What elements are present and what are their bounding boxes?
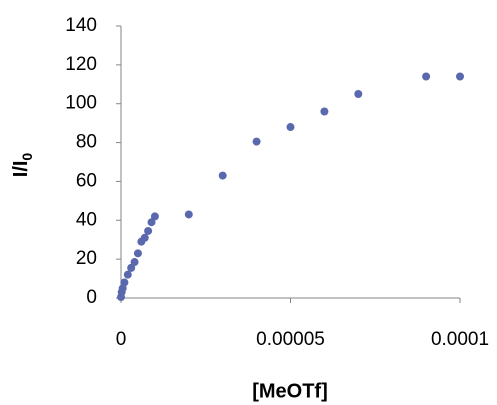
- point: [133, 249, 142, 258]
- point: [147, 218, 156, 227]
- y-axis-label: I/I0: [10, 153, 34, 178]
- point: [320, 107, 329, 116]
- point: [456, 72, 464, 81]
- point: [422, 72, 431, 81]
- point: [130, 258, 139, 267]
- y-axis-label-main: I/I: [10, 161, 32, 178]
- point: [252, 137, 261, 146]
- point: [120, 278, 129, 287]
- y-tick-label: 20: [76, 248, 97, 269]
- y-tick-label: 60: [76, 170, 97, 191]
- point: [354, 90, 363, 98]
- point: [150, 212, 159, 221]
- point: [144, 226, 153, 235]
- point: [123, 270, 132, 279]
- x-axis-label: [MeOTf]: [252, 380, 328, 402]
- point: [127, 263, 136, 272]
- y-tick-label: 100: [65, 93, 97, 114]
- point: [140, 233, 149, 242]
- y-tick-label: 40: [76, 209, 97, 230]
- y-tick-label: 140: [65, 15, 97, 36]
- y-tick-label: 80: [76, 132, 97, 153]
- point: [184, 210, 193, 219]
- point: [218, 171, 227, 180]
- x-tick-label: 0.00005: [256, 329, 325, 350]
- y-tick-label: 120: [65, 54, 97, 75]
- point: [286, 123, 295, 132]
- y-axis-label-subscript: 0: [19, 153, 35, 161]
- x-tick-label: 0: [116, 329, 127, 350]
- y-tick-label: 0: [86, 287, 97, 308]
- x-tick-label: 0.0001: [431, 329, 489, 350]
